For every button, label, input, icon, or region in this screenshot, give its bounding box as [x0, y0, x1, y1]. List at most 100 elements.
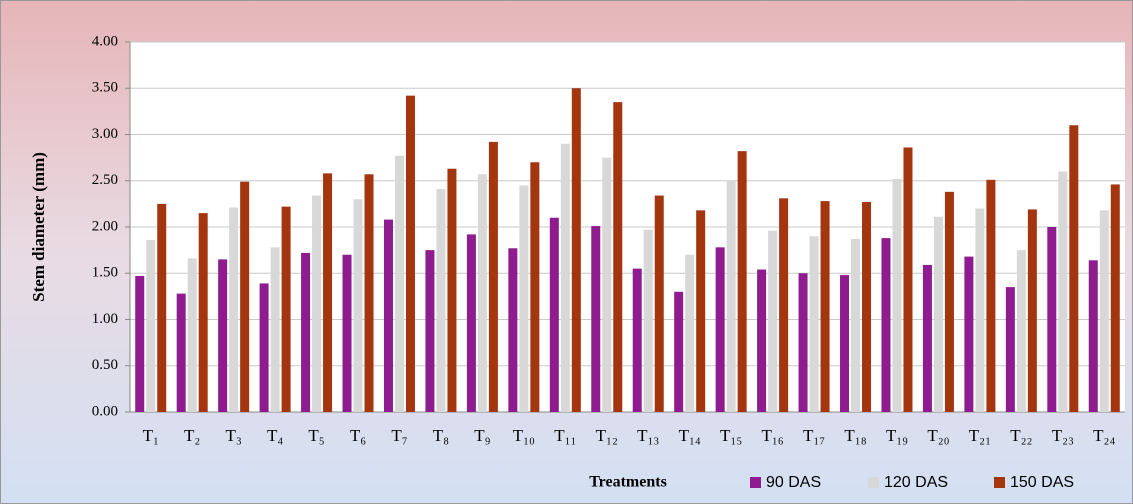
- bar: [571, 88, 581, 412]
- y-tick-label: 1.00: [92, 311, 118, 327]
- x-tick-label: T₂₄: [1093, 426, 1115, 445]
- bar: [737, 151, 747, 412]
- y-tick-label: 4.00: [92, 33, 118, 49]
- x-tick-label: T₂₀: [927, 426, 949, 445]
- bar: [1005, 287, 1015, 412]
- x-tick-label: T₆: [350, 426, 366, 445]
- x-tick-label: T₁₃: [637, 426, 659, 445]
- bar: [508, 248, 518, 412]
- y-axis-title: Stem diameter (mm): [29, 152, 48, 302]
- y-tick-label: 2.50: [92, 172, 118, 188]
- x-tick-label: T₉: [474, 426, 490, 445]
- bar: [685, 254, 695, 412]
- legend-label: 150 DAS: [1010, 474, 1074, 491]
- bar: [798, 273, 808, 412]
- bar: [323, 173, 333, 412]
- bar: [466, 234, 476, 412]
- x-tick-label: T₁₉: [886, 426, 908, 445]
- bar: [560, 143, 570, 412]
- bar: [488, 141, 498, 412]
- bar: [944, 191, 954, 412]
- bar: [549, 217, 559, 412]
- bar: [840, 275, 850, 412]
- bar: [198, 213, 208, 412]
- bar: [851, 239, 861, 412]
- bar: [643, 229, 653, 412]
- x-tick-label: T₁₆: [761, 426, 783, 445]
- bar: [1047, 227, 1057, 412]
- bar: [1110, 184, 1120, 412]
- x-axis-title: Treatments: [589, 474, 667, 491]
- x-tick-label: T₅: [308, 426, 324, 445]
- bar: [632, 268, 642, 412]
- bar: [591, 226, 601, 412]
- legend-label: 90 DAS: [766, 474, 821, 491]
- bar: [903, 147, 913, 412]
- bar: [964, 256, 974, 412]
- bar: [768, 230, 778, 412]
- y-tick-label: 2.00: [92, 218, 118, 234]
- bar: [383, 219, 393, 412]
- bar: [259, 283, 269, 412]
- bar: [696, 210, 706, 412]
- bar: [176, 293, 186, 412]
- bar: [674, 291, 684, 412]
- x-tick-label: T₁₈: [844, 426, 866, 445]
- bar: [187, 258, 197, 412]
- x-tick-label: T₂₂: [1010, 426, 1032, 445]
- x-tick-label: T₄: [267, 426, 283, 445]
- y-tick-label: 3.50: [92, 80, 118, 96]
- bar: [519, 185, 529, 412]
- bar: [1016, 250, 1026, 412]
- bar: [1027, 209, 1037, 412]
- bar: [405, 95, 415, 413]
- bar: [1099, 210, 1109, 412]
- bar: [342, 254, 352, 412]
- bar: [312, 195, 322, 412]
- bar: [157, 203, 167, 412]
- bar: [933, 216, 943, 412]
- x-tick-label: T₂: [184, 426, 200, 445]
- bar: [353, 199, 363, 412]
- x-tick-label: T₇: [391, 426, 407, 445]
- bar: [602, 157, 612, 412]
- bar: [1058, 171, 1068, 412]
- bar: [654, 195, 664, 412]
- bar: [530, 162, 540, 412]
- bar: [881, 238, 891, 412]
- bar: [820, 201, 830, 412]
- bar: [892, 178, 902, 412]
- x-tick-label: T₂₃: [1052, 426, 1074, 445]
- bar: [135, 276, 145, 412]
- legend-swatch: [994, 477, 1005, 488]
- bar: [715, 247, 725, 412]
- y-tick-label: 0.00: [92, 403, 118, 419]
- bar: [613, 102, 623, 412]
- x-tick-label: T₁₇: [803, 426, 825, 445]
- bar: [975, 208, 985, 412]
- legend-swatch: [750, 477, 761, 488]
- x-tick-label: T₁₂: [596, 426, 618, 445]
- x-tick-label: T₁₄: [679, 426, 701, 445]
- x-tick-label: T₂₁: [969, 426, 991, 445]
- bar: [986, 179, 996, 412]
- x-tick-label: T₃: [225, 426, 241, 445]
- bar: [726, 180, 736, 412]
- bar: [447, 168, 457, 412]
- bar: [240, 181, 250, 412]
- legend-swatch: [868, 477, 879, 488]
- bar: [281, 206, 291, 412]
- y-tick-label: 3.00: [92, 126, 118, 142]
- bar: [477, 174, 487, 412]
- bar: [394, 155, 404, 412]
- bar: [146, 239, 156, 412]
- bar: [425, 250, 435, 412]
- bar: [218, 259, 228, 412]
- bar: [779, 198, 789, 412]
- bar: [809, 236, 819, 412]
- bar: [229, 207, 239, 412]
- bar: [1069, 125, 1079, 412]
- bar: [922, 264, 932, 412]
